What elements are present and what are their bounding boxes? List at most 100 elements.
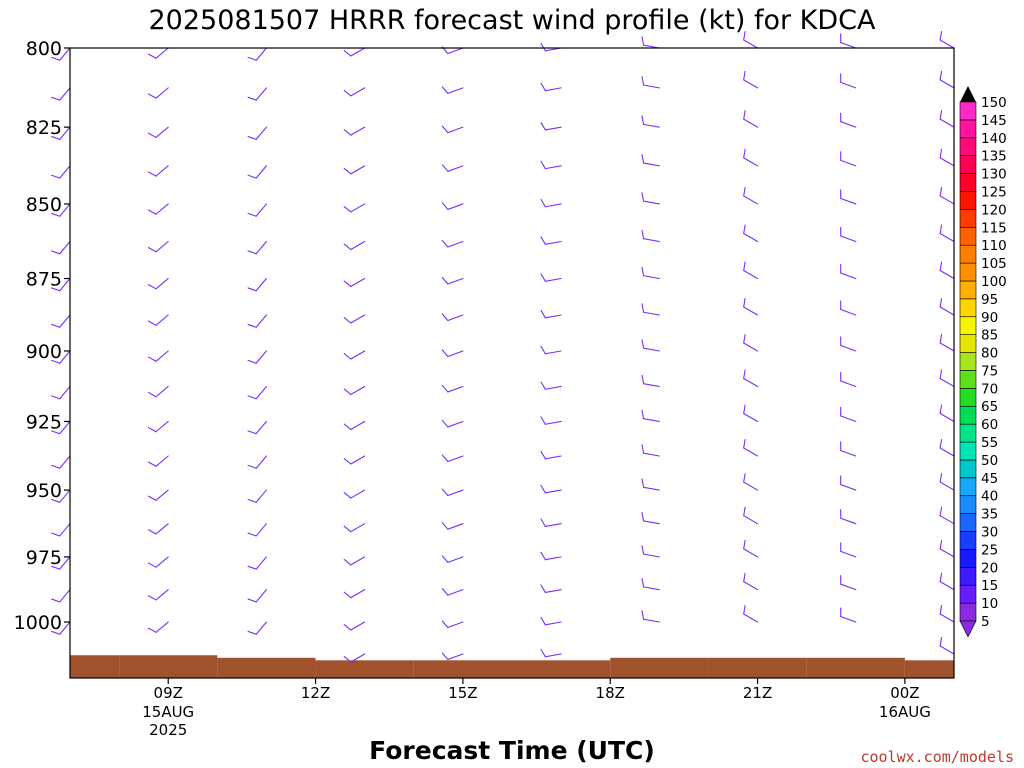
barb-flag bbox=[343, 525, 352, 533]
wind-barb bbox=[743, 110, 759, 128]
wind-barb bbox=[343, 385, 366, 396]
barb-flag bbox=[247, 598, 257, 603]
barb-flag bbox=[939, 369, 943, 380]
barb-flag bbox=[147, 627, 157, 633]
wind-barb bbox=[939, 186, 955, 205]
colorbar-label: 130 bbox=[981, 167, 1007, 183]
barb-flag bbox=[51, 532, 61, 537]
colorbar-label: 15 bbox=[981, 578, 998, 594]
barb-staff bbox=[59, 240, 71, 255]
barb-staff bbox=[939, 306, 955, 316]
barb-flag bbox=[441, 86, 449, 94]
barb-staff bbox=[939, 548, 955, 558]
colorbar-label: 55 bbox=[981, 435, 998, 451]
barb-staff bbox=[447, 47, 464, 55]
terrain-surface bbox=[70, 655, 954, 678]
terrain-block bbox=[806, 657, 905, 678]
barb-staff bbox=[447, 653, 464, 660]
barb-staff bbox=[155, 203, 169, 215]
wind-barb bbox=[840, 475, 857, 491]
barb-staff bbox=[350, 556, 366, 566]
barb-staff bbox=[743, 306, 759, 316]
barb-staff bbox=[939, 195, 955, 205]
wind-barb bbox=[147, 589, 169, 601]
barb-flag bbox=[441, 125, 449, 134]
barb-flag bbox=[147, 93, 157, 99]
barb-flag bbox=[939, 439, 943, 449]
wind-barb bbox=[343, 653, 366, 663]
wind-barb bbox=[147, 385, 169, 398]
barb-staff bbox=[939, 118, 955, 128]
colorbar-swatch bbox=[959, 477, 977, 497]
wind-barb bbox=[743, 539, 759, 558]
barb-flag bbox=[441, 239, 449, 248]
barb-staff bbox=[59, 126, 71, 140]
barb-staff bbox=[255, 589, 267, 603]
barb-flag bbox=[51, 287, 61, 292]
wind-barb bbox=[641, 339, 660, 352]
barb-flag bbox=[540, 484, 546, 494]
wind-barb bbox=[840, 226, 857, 243]
barb-flag bbox=[939, 110, 943, 120]
wind-barb bbox=[343, 165, 366, 175]
barb-staff bbox=[59, 420, 71, 435]
barb-staff bbox=[155, 455, 169, 467]
barb-staff bbox=[544, 455, 562, 460]
colorbar-swatch bbox=[959, 191, 977, 210]
wind-barb bbox=[343, 621, 366, 631]
barb-staff bbox=[155, 126, 169, 138]
barb-staff bbox=[939, 447, 955, 457]
barb-staff bbox=[544, 87, 562, 92]
barb-flag bbox=[743, 572, 746, 583]
barb-staff bbox=[643, 84, 660, 89]
wind-barb bbox=[540, 160, 562, 170]
barb-staff bbox=[840, 517, 857, 525]
barb-staff bbox=[643, 200, 660, 205]
barb-flag bbox=[939, 334, 943, 344]
wind-barb bbox=[247, 277, 267, 292]
barb-staff bbox=[350, 87, 366, 97]
barb-staff bbox=[59, 47, 71, 61]
barb-staff bbox=[544, 203, 562, 208]
y-tick-label: 800 bbox=[26, 38, 62, 60]
wind-barb bbox=[343, 489, 366, 499]
barb-staff bbox=[350, 589, 366, 599]
barb-staff bbox=[643, 418, 660, 423]
barb-flag bbox=[939, 404, 943, 415]
colorbar-swatch bbox=[959, 244, 977, 264]
barb-flag bbox=[743, 334, 746, 344]
barb-flag bbox=[51, 464, 61, 469]
wind-barb bbox=[247, 350, 267, 364]
barb-flag bbox=[51, 250, 61, 255]
wind-barb bbox=[441, 588, 464, 596]
colorbar-swatch bbox=[959, 584, 977, 604]
barb-staff bbox=[447, 621, 464, 629]
barb-flag bbox=[641, 374, 645, 385]
barb-flag bbox=[540, 345, 546, 355]
barb-flag bbox=[247, 464, 257, 469]
wind-barb bbox=[51, 203, 71, 217]
barb-staff bbox=[350, 489, 366, 499]
barb-flag bbox=[51, 323, 61, 328]
wind-barb bbox=[840, 336, 857, 352]
barb-flag bbox=[939, 572, 943, 583]
wind-barb bbox=[441, 239, 464, 248]
barb-staff bbox=[743, 613, 759, 623]
barb-flag bbox=[641, 478, 645, 488]
wind-barb bbox=[641, 303, 660, 316]
barb-flag bbox=[641, 36, 645, 46]
barb-flag bbox=[147, 247, 157, 253]
barb-staff bbox=[447, 385, 464, 393]
barb-staff bbox=[59, 621, 71, 635]
barb-staff bbox=[840, 81, 857, 89]
wind-barb bbox=[743, 605, 759, 623]
barb-staff bbox=[255, 420, 267, 435]
barb-staff bbox=[255, 203, 267, 217]
barb-staff bbox=[255, 126, 267, 140]
barb-staff bbox=[155, 523, 169, 535]
barb-staff bbox=[840, 272, 857, 280]
barb-flag bbox=[343, 624, 352, 631]
colorbar-label: 5 bbox=[981, 614, 990, 630]
barb-flag bbox=[441, 419, 449, 428]
barb-staff bbox=[939, 645, 955, 655]
